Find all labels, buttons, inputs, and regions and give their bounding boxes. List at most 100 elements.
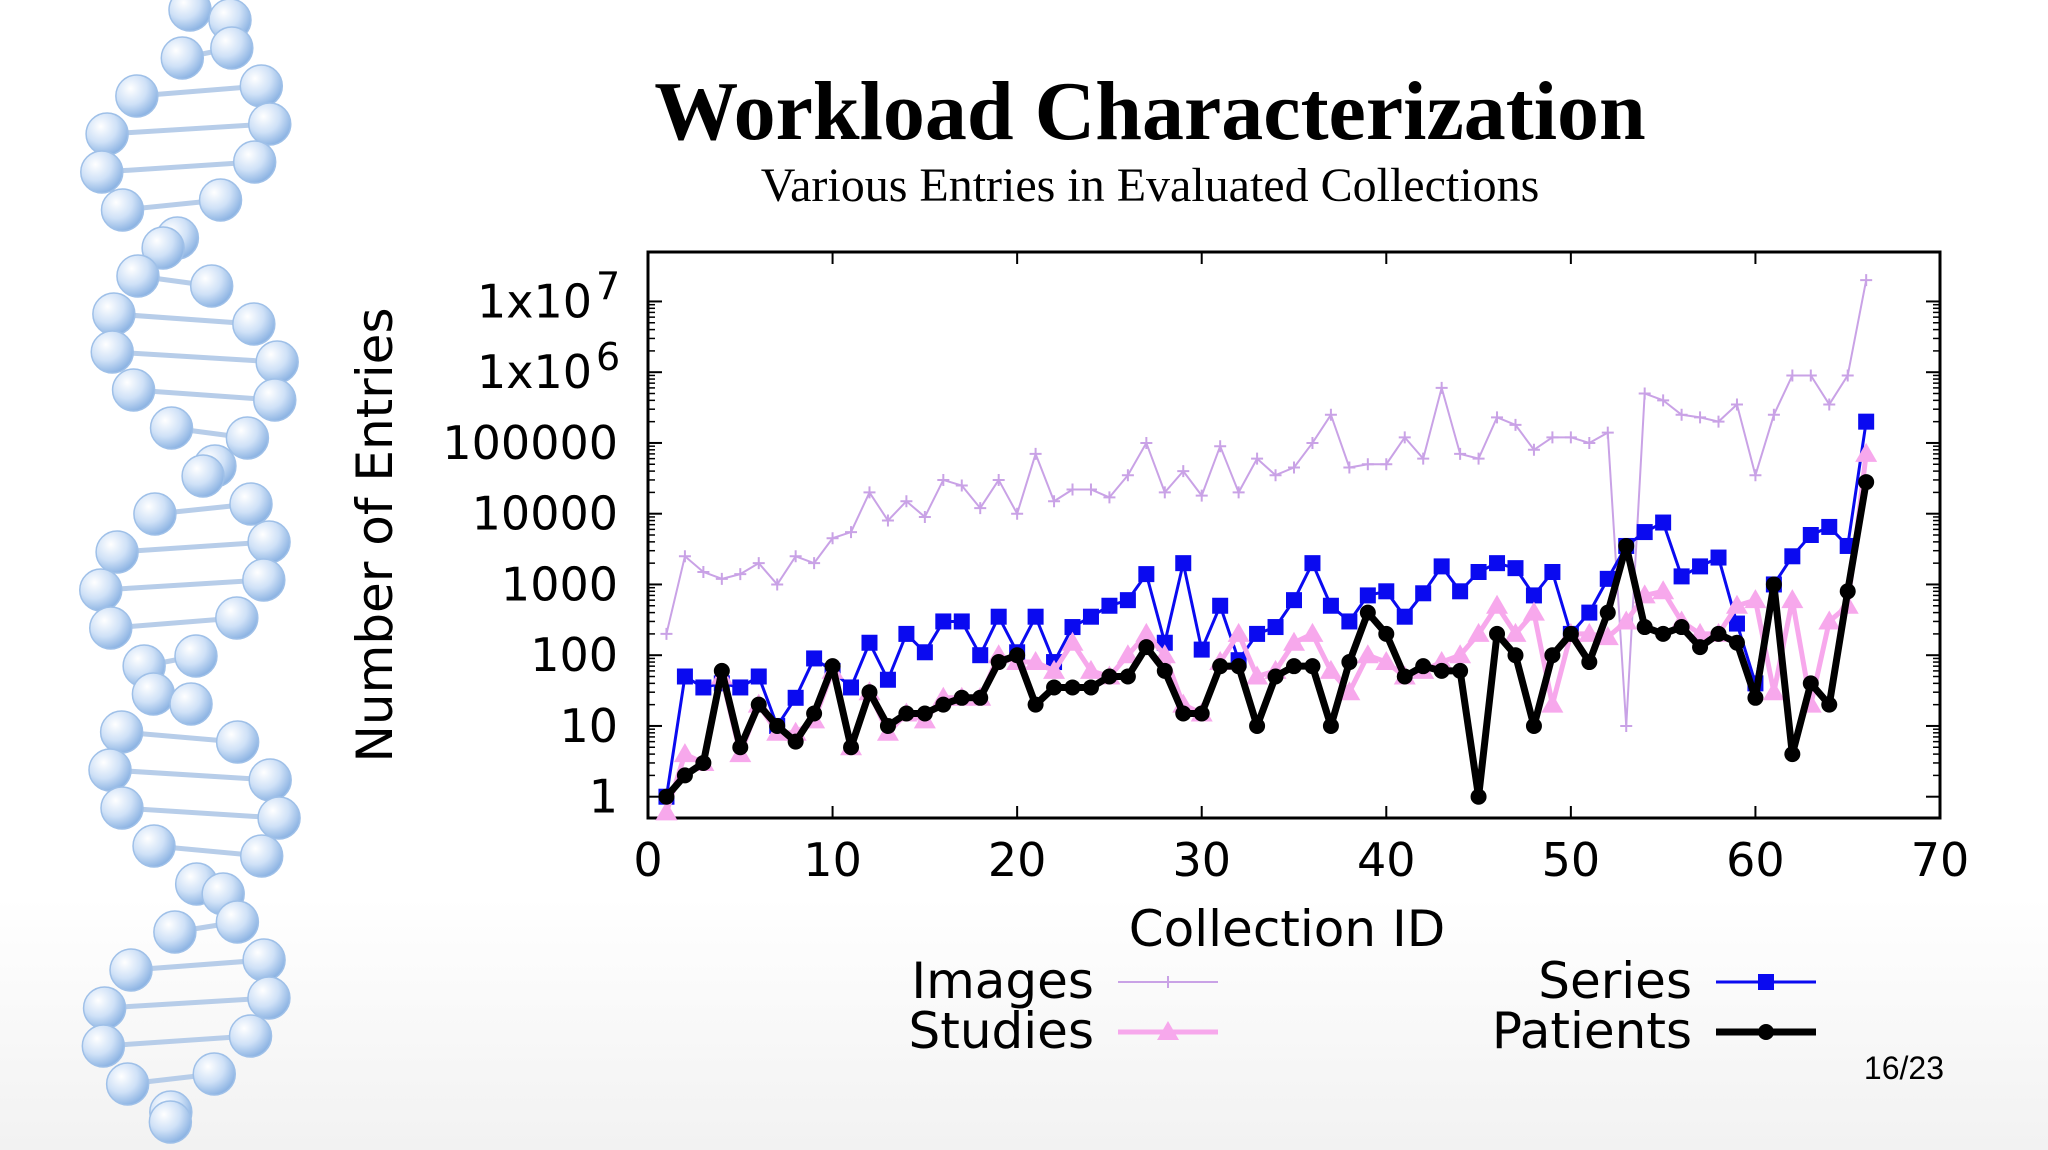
helix-bead: [225, 416, 270, 460]
data-point-patients: [1452, 662, 1469, 679]
data-point-series: [1156, 634, 1173, 651]
data-point-studies: [1375, 651, 1398, 671]
data-point-images: [1730, 398, 1743, 411]
data-point-images: [1712, 415, 1725, 428]
data-point-patients: [1212, 658, 1229, 675]
data-point-studies: [1541, 693, 1564, 713]
helix-bead: [92, 292, 136, 336]
data-point-images: [1048, 495, 1061, 508]
data-point-series: [1267, 619, 1284, 636]
data-point-studies: [1301, 622, 1324, 642]
data-point-images: [1786, 369, 1799, 382]
data-point-patients: [1322, 717, 1339, 734]
data-point-studies: [1652, 580, 1675, 600]
helix-bead: [239, 834, 284, 878]
data-point-images: [992, 473, 1005, 486]
y-tick-label: 100: [530, 628, 618, 682]
data-point-patients: [1249, 717, 1266, 734]
helix-bead: [82, 986, 127, 1030]
y-tick-label: 1: [589, 770, 618, 824]
data-point-series: [953, 613, 970, 630]
data-point-series: [1470, 563, 1487, 580]
data-point-patients: [1359, 604, 1376, 621]
helix-bead: [100, 188, 145, 232]
data-point-patients: [1802, 675, 1819, 692]
data-point-series: [1175, 555, 1192, 572]
helix-bead: [131, 672, 176, 716]
data-point-series: [1027, 608, 1044, 625]
data-point-images: [1767, 408, 1780, 421]
data-point-patients: [1396, 668, 1413, 685]
legend-marker-series: [1758, 974, 1774, 990]
data-point-series: [695, 679, 712, 696]
data-point-series: [1249, 625, 1266, 642]
helix-bead: [89, 606, 133, 650]
data-point-patients: [1193, 705, 1210, 722]
data-point-images: [1472, 452, 1485, 465]
data-point-images: [1583, 436, 1596, 449]
data-point-patients: [1341, 654, 1358, 671]
data-point-patients: [1544, 647, 1561, 664]
data-point-images: [1343, 461, 1356, 474]
data-point-series: [1821, 518, 1838, 535]
data-point-series: [1304, 555, 1321, 572]
helix-bead: [181, 454, 225, 498]
data-point-studies: [1762, 681, 1785, 701]
helix-bead: [232, 302, 276, 346]
data-point-patients: [732, 739, 749, 756]
data-point-series: [990, 608, 1007, 625]
data-point-patients: [1562, 625, 1579, 642]
data-point-studies: [1615, 610, 1638, 630]
helix-rung: [100, 577, 264, 593]
data-point-images: [1749, 469, 1762, 482]
data-point-studies: [673, 743, 696, 763]
data-point-studies: [1486, 594, 1509, 614]
data-point-series: [1433, 558, 1450, 575]
data-point-patients: [1747, 689, 1764, 706]
helix-rung: [106, 121, 270, 137]
data-point-series: [732, 679, 749, 696]
data-point-patients: [1636, 619, 1653, 636]
data-point-studies: [1744, 589, 1767, 609]
data-point-patients: [658, 788, 675, 805]
data-point-images: [863, 486, 876, 499]
data-point-series: [972, 647, 989, 664]
data-point-images: [1638, 387, 1651, 400]
data-point-studies: [1338, 681, 1361, 701]
data-point-studies: [1356, 644, 1379, 664]
data-point-images: [1657, 394, 1670, 407]
data-point-patients: [916, 705, 933, 722]
data-point-series: [916, 644, 933, 661]
data-point-images: [808, 557, 821, 570]
data-point-patients: [972, 689, 989, 706]
x-tick-label: 30: [1172, 833, 1231, 887]
data-point-series: [1193, 641, 1210, 658]
data-point-patients: [879, 717, 896, 734]
data-point-series: [1728, 615, 1745, 632]
data-point-studies: [1522, 601, 1545, 621]
y-tick-label: 1000: [501, 557, 618, 611]
data-point-series: [935, 613, 952, 630]
y-tick-label: 1x10: [477, 274, 592, 328]
data-point-patients: [1525, 717, 1542, 734]
helix-bead: [232, 140, 277, 184]
data-point-patients: [990, 654, 1007, 671]
helix-bead: [99, 710, 144, 754]
data-point-images: [1620, 719, 1633, 732]
helix-bead: [215, 900, 260, 944]
data-point-patients: [935, 696, 952, 713]
helix-bead: [81, 1024, 126, 1068]
data-point-patients: [1138, 639, 1155, 656]
data-point-series: [1359, 587, 1376, 604]
data-point-images: [900, 495, 913, 508]
helix-rung: [130, 957, 265, 973]
data-point-images: [937, 473, 950, 486]
legend-label-series: Series: [1538, 952, 1692, 1010]
data-point-patients: [1156, 662, 1173, 679]
data-point-series: [1858, 413, 1875, 430]
chart-legend: Images Series Studies Patients: [909, 952, 1816, 1052]
data-point-studies: [1578, 622, 1601, 642]
data-point-images: [715, 572, 728, 585]
data-point-images: [826, 532, 839, 545]
data-point-series: [1378, 583, 1395, 600]
